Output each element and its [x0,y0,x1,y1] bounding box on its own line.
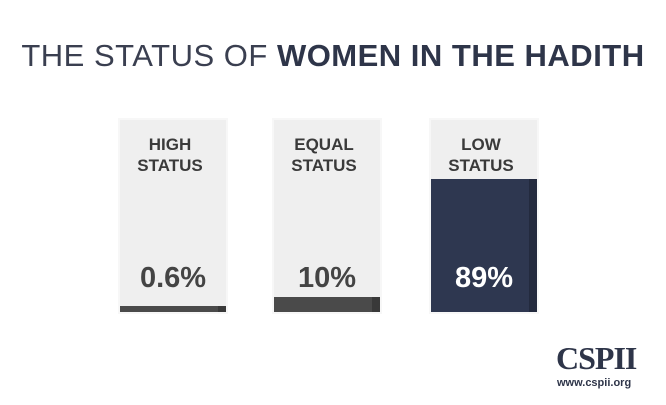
title-light: THE STATUS OF [21,38,268,73]
bar-column: LOW STATUS 89% [431,120,537,312]
chart-title: THE STATUS OF WOMEN IN THE HADITH [0,38,666,74]
bar [274,297,380,312]
value-label: 89% [454,262,514,294]
bar [120,306,226,312]
value-label: 0.6% [139,262,207,294]
category-label: EQUAL STATUS [291,135,357,175]
bar-column: HIGH STATUS 0.6% [120,120,226,312]
category-label: HIGH STATUS [137,135,203,175]
logo-name: CSPII [556,340,637,376]
logo-url: www.cspii.org [557,377,632,389]
category-label: LOW STATUS [448,135,514,175]
value-label: 10% [297,262,357,294]
bar-column: EQUAL STATUS 10% [274,120,380,312]
title-bold: WOMEN IN THE HADITH [276,38,645,73]
bar [431,179,537,312]
